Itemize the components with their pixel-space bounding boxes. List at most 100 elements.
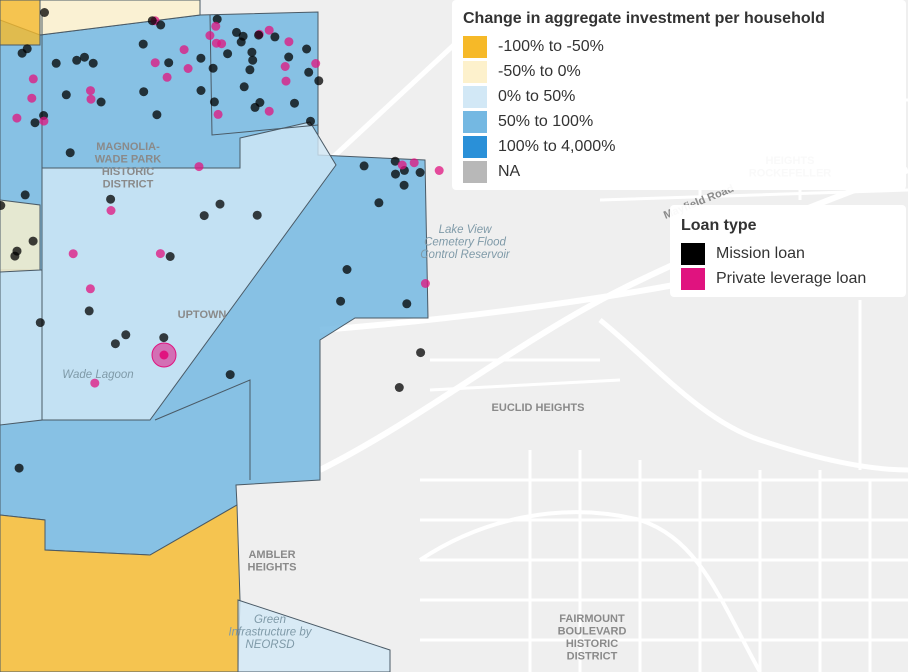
loan-dot [374, 198, 384, 208]
map-label: DISTRICT [103, 179, 154, 191]
road [598, 318, 908, 473]
legend-label: -100% to -50% [498, 38, 604, 55]
loan-dot [247, 47, 257, 57]
legend-title: Loan type [681, 217, 757, 234]
loan-dot [232, 27, 241, 37]
loan-dot [86, 94, 96, 104]
loan-dots [0, 8, 444, 473]
loan-dot [152, 110, 162, 120]
loan-dot [280, 62, 290, 71]
loan-dot [96, 97, 106, 107]
loan-dot [159, 333, 169, 343]
loan-dot [284, 37, 294, 47]
loan-dot [110, 339, 120, 349]
loan-dot [390, 156, 400, 166]
loan-dot [68, 249, 78, 259]
loan-dot [139, 87, 149, 97]
loan-dot [14, 463, 24, 473]
map-label: Lake View [439, 224, 493, 236]
legend-swatch [463, 111, 487, 133]
region-border [41, 14, 319, 480]
loan-dot [397, 160, 407, 170]
region [237, 599, 391, 672]
loan-dot [20, 190, 30, 200]
loan-dot [211, 21, 221, 31]
loan-dot [264, 106, 274, 116]
loan-dot [290, 98, 299, 108]
road [319, 277, 701, 333]
legend-swatch [463, 161, 487, 183]
map-label: AMBLER [248, 549, 295, 561]
map-label: HISTORIC [566, 638, 618, 650]
loan-dot [86, 86, 95, 96]
loan-dot [284, 52, 294, 62]
loan-dot [359, 161, 369, 171]
loan-dot [179, 45, 189, 55]
loan-dot [30, 118, 40, 128]
map-label: NEORSD [245, 639, 294, 651]
map-label: DISTRICT [567, 651, 618, 663]
loan-dot [213, 109, 223, 119]
map-label: Control Reservoir [420, 249, 511, 261]
loan-dot [415, 168, 425, 177]
loan-dot [80, 52, 89, 62]
loan-dot [342, 265, 352, 274]
region [0, 504, 241, 672]
map-label: EUCLID HEIGHTS [492, 402, 585, 414]
loan-dot [39, 116, 49, 126]
loan-dot [215, 199, 225, 209]
legend-swatch [463, 86, 487, 108]
loan-dot [212, 14, 222, 24]
loan-dot [164, 58, 174, 68]
map-label: Wade Lagoon [62, 369, 133, 381]
loan-dot [28, 236, 38, 246]
loan-dot [399, 180, 409, 190]
loan-dot [304, 67, 314, 77]
legend-label: Mission loan [716, 245, 805, 262]
loan-dot [61, 90, 71, 100]
map-label: MAGNOLIA- [96, 141, 160, 153]
legend-swatch [681, 243, 705, 265]
region [0, 0, 41, 46]
loan-dot [402, 299, 412, 309]
map-label: HEIGHTS [248, 562, 297, 574]
loan-dot [162, 72, 172, 82]
loan-dot [264, 25, 274, 35]
loan-dot [196, 86, 206, 95]
loan-dot [225, 370, 235, 380]
loan-dot [196, 53, 206, 63]
loan-dot [150, 58, 160, 68]
loan-dot [27, 93, 37, 103]
legend-label: NA [498, 163, 521, 180]
loan-dot [35, 318, 45, 328]
loan-dot [199, 211, 209, 221]
loan-dot [88, 58, 98, 68]
loan-dot [434, 166, 444, 175]
loan-dot [281, 76, 291, 86]
loan-dot [252, 210, 262, 220]
map-label: HISTORIC [102, 166, 154, 178]
loan-dot [211, 38, 221, 48]
loan-dot [12, 113, 22, 123]
loan-dot [409, 158, 419, 168]
loan-dot [84, 306, 94, 316]
loan-dot [106, 194, 116, 204]
loan-dot [12, 246, 22, 256]
loan-dot [239, 82, 249, 92]
legend-label: 100% to 4,000% [498, 138, 615, 155]
region [0, 269, 43, 426]
loan-dot [0, 201, 6, 210]
loan-dot [391, 169, 400, 179]
loan-dot [209, 97, 219, 107]
loan-dot [336, 296, 346, 306]
loan-dot [311, 59, 321, 68]
map-label: FAIRMOUNT [559, 613, 625, 625]
legend-box [452, 0, 906, 190]
legend-label: -50% to 0% [498, 63, 581, 80]
loan-dot [420, 279, 430, 288]
loan-dot [394, 383, 404, 392]
loan-dot [248, 55, 258, 65]
loan-dot [159, 350, 169, 360]
loan-dot [85, 284, 95, 294]
